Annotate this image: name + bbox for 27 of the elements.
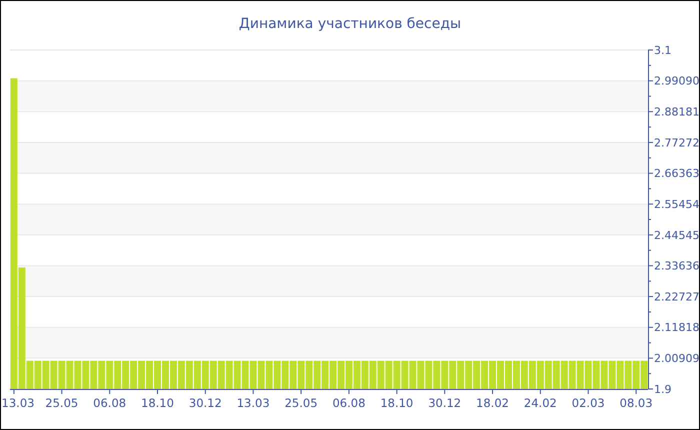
x-tick-label: 18.10 (141, 396, 174, 410)
y-tick-label: 2.77272 (654, 136, 700, 150)
x-tick-label: 24.02 (524, 396, 557, 410)
y-tick-label: 1.9 (654, 382, 672, 396)
x-tick-label: 06.08 (93, 396, 126, 410)
y-tick-label: 2.11818 (654, 321, 700, 334)
x-tick-label: 30.12 (188, 396, 222, 410)
y-tick-label: 2.33636 (654, 260, 700, 273)
x-tick-label: 25.05 (284, 396, 318, 410)
y-tick-label: 2.00909 (654, 352, 700, 366)
x-tick-label: 13.03 (2, 396, 34, 410)
x-tick-label: 30.12 (428, 396, 462, 410)
x-tick-label: 18.10 (380, 396, 414, 410)
x-tick-label: 08.03 (620, 396, 653, 410)
y-tick-label: 2.66363 (654, 167, 700, 180)
y-tick-label: 2.44545 (654, 228, 700, 242)
x-tick-label: 06.08 (332, 396, 366, 410)
y-tick-label: 3.1 (654, 44, 672, 57)
x-tick-label: 25.05 (45, 396, 78, 410)
chart-title: Динамика участников беседы (238, 16, 462, 32)
x-tick-label: 13.03 (236, 396, 270, 410)
x-tick-label: 18.02 (476, 396, 509, 410)
y-tick-label: 2.99090 (654, 74, 700, 88)
y-tick-label: 2.55454 (654, 198, 700, 211)
y-tick-label: 2.22727 (654, 290, 700, 304)
y-tick-label: 2.88181 (654, 105, 700, 118)
x-tick-label: 02.03 (572, 396, 605, 410)
